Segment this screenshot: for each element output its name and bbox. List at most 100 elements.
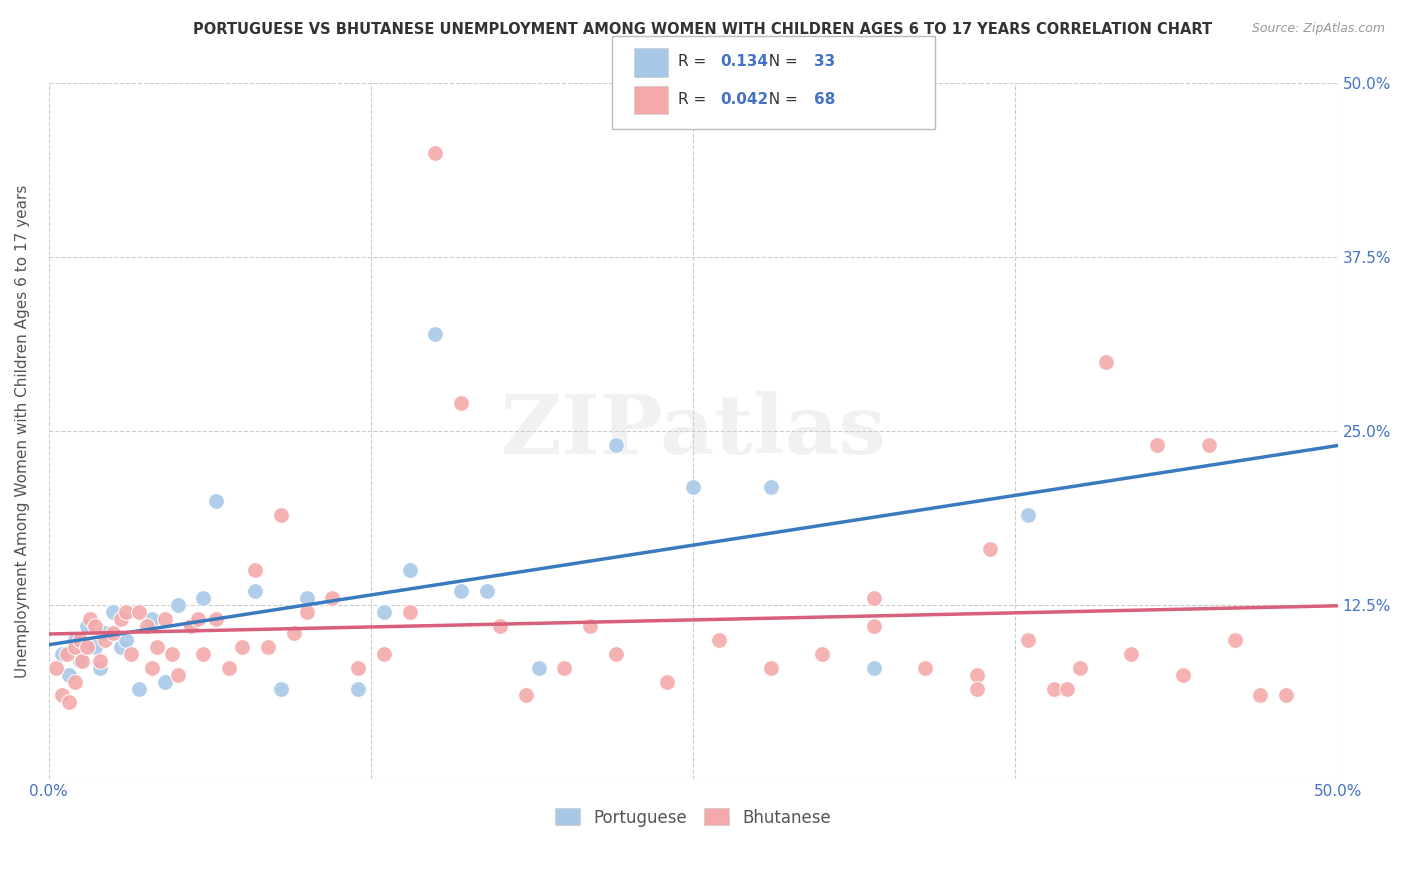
Point [45, 660, 67, 674]
Point [89, 654, 111, 668]
Point [218, 660, 240, 674]
Point [966, 667, 988, 681]
Point [475, 584, 498, 599]
Point [605, 438, 627, 452]
Point [425, 146, 447, 161]
Point [69, 632, 91, 647]
Point [914, 660, 936, 674]
Point [110, 612, 132, 626]
Point [295, 605, 318, 619]
Point [187, 612, 209, 626]
Point [1223, 632, 1246, 647]
Point [1094, 354, 1116, 368]
Text: Source: ZipAtlas.com: Source: ZipAtlas.com [1251, 22, 1385, 36]
Point [115, 605, 138, 619]
Point [180, 619, 202, 633]
Point [205, 493, 228, 508]
Point [180, 619, 202, 633]
Point [153, 674, 176, 689]
Point [862, 591, 884, 606]
Point [153, 612, 176, 626]
Point [489, 619, 512, 633]
Point [966, 681, 988, 696]
Point [103, 605, 125, 619]
Point [283, 625, 305, 640]
Point [205, 612, 228, 626]
Point [270, 681, 292, 696]
Point [76, 619, 98, 633]
Point [425, 326, 447, 341]
Text: 33: 33 [814, 54, 835, 69]
Point [579, 619, 602, 633]
Point [243, 563, 266, 577]
Point [94, 632, 117, 647]
Point [1056, 681, 1078, 696]
Point [515, 689, 537, 703]
Point [605, 647, 627, 661]
Text: 68: 68 [814, 92, 835, 106]
Point [115, 632, 138, 647]
Point [63, 632, 86, 647]
Point [76, 640, 98, 654]
Point [166, 598, 188, 612]
Point [707, 632, 730, 647]
Point [1017, 508, 1039, 522]
Point [1069, 660, 1091, 674]
Text: 0.042: 0.042 [720, 92, 768, 106]
Point [51, 689, 73, 703]
Point [1121, 647, 1143, 661]
Point [527, 660, 550, 674]
Text: N =: N = [759, 92, 803, 106]
Point [89, 660, 111, 674]
Point [84, 640, 107, 654]
Point [135, 619, 157, 633]
Point [1275, 689, 1298, 703]
Point [1043, 681, 1066, 696]
Point [862, 619, 884, 633]
Point [146, 640, 169, 654]
Point [51, 647, 73, 661]
Point [56, 647, 79, 661]
Point [450, 396, 472, 410]
Point [373, 647, 395, 661]
Point [128, 681, 150, 696]
Point [1146, 438, 1168, 452]
Point [63, 640, 86, 654]
Text: R =: R = [678, 54, 711, 69]
Point [166, 667, 188, 681]
Point [657, 674, 679, 689]
Point [1017, 632, 1039, 647]
Point [84, 619, 107, 633]
Point [270, 508, 292, 522]
Text: R =: R = [678, 92, 711, 106]
Point [69, 654, 91, 668]
Point [450, 584, 472, 599]
Point [759, 660, 782, 674]
Point [103, 625, 125, 640]
Point [1198, 438, 1220, 452]
Point [347, 660, 370, 674]
Point [759, 480, 782, 494]
Point [811, 647, 834, 661]
Point [347, 681, 370, 696]
Point [110, 640, 132, 654]
Point [398, 563, 420, 577]
Legend: Portuguese, Bhutanese: Portuguese, Bhutanese [548, 802, 838, 833]
Point [141, 660, 163, 674]
Point [193, 591, 215, 606]
Point [79, 612, 101, 626]
Point [553, 660, 575, 674]
Text: ZIPatlas: ZIPatlas [501, 392, 886, 471]
Point [162, 647, 184, 661]
Point [120, 647, 142, 661]
Point [94, 625, 117, 640]
Point [243, 584, 266, 599]
Point [295, 591, 318, 606]
Point [1249, 689, 1271, 703]
Point [1171, 667, 1194, 681]
Point [373, 605, 395, 619]
Point [58, 667, 80, 681]
Text: 0.134: 0.134 [720, 54, 768, 69]
Point [141, 612, 163, 626]
Text: N =: N = [759, 54, 803, 69]
